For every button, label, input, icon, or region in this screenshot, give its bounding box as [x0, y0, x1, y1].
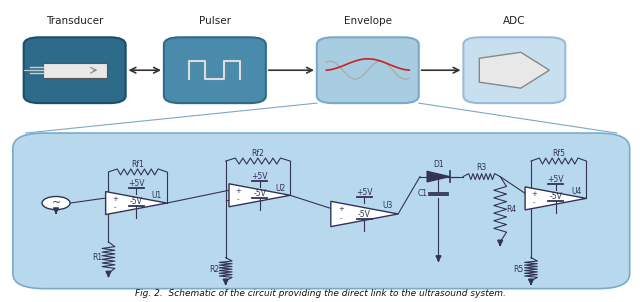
Text: D1: D1	[433, 160, 444, 169]
Text: R2: R2	[209, 265, 220, 275]
Polygon shape	[331, 201, 398, 226]
Text: U4: U4	[571, 187, 581, 196]
Text: +: +	[236, 188, 241, 194]
Text: +5V: +5V	[356, 188, 372, 197]
Text: Rf2: Rf2	[252, 149, 264, 158]
Polygon shape	[479, 52, 549, 88]
Polygon shape	[229, 184, 290, 207]
Polygon shape	[427, 171, 450, 182]
Text: +5V: +5V	[547, 175, 564, 184]
Text: R5: R5	[513, 265, 524, 275]
Text: +: +	[112, 196, 118, 202]
FancyBboxPatch shape	[317, 37, 419, 103]
Text: -: -	[237, 197, 239, 203]
Text: C1: C1	[417, 189, 428, 198]
Text: +: +	[338, 206, 344, 212]
Text: -5V: -5V	[549, 192, 562, 201]
Text: +5V: +5V	[252, 172, 268, 181]
Bar	[43, 63, 106, 78]
Text: -: -	[340, 216, 342, 222]
Text: U2: U2	[275, 184, 285, 193]
Text: Pulser: Pulser	[199, 16, 231, 26]
Text: U1: U1	[152, 191, 162, 201]
Text: Fig. 2.  Schematic of the circuit providing the direct link to the ultrasound sy: Fig. 2. Schematic of the circuit providi…	[134, 289, 506, 297]
Text: Rf5: Rf5	[552, 149, 565, 158]
Text: R1: R1	[92, 253, 102, 262]
FancyBboxPatch shape	[13, 133, 630, 289]
Text: R4: R4	[506, 205, 516, 214]
FancyBboxPatch shape	[463, 37, 565, 103]
Text: -: -	[533, 200, 536, 206]
Text: Transducer: Transducer	[46, 16, 103, 26]
Text: Rf1: Rf1	[131, 160, 144, 169]
Circle shape	[42, 197, 70, 210]
Text: U3: U3	[383, 201, 393, 210]
Text: -5V: -5V	[253, 189, 266, 198]
Polygon shape	[106, 191, 167, 214]
Polygon shape	[525, 187, 586, 210]
Text: +: +	[531, 191, 537, 197]
Text: ~: ~	[51, 198, 61, 208]
Text: ADC: ADC	[503, 16, 525, 26]
Text: Envelope: Envelope	[344, 16, 392, 26]
Text: +5V: +5V	[128, 179, 145, 188]
FancyBboxPatch shape	[164, 37, 266, 103]
Text: R3: R3	[477, 163, 487, 172]
Text: -: -	[113, 204, 116, 210]
Text: -5V: -5V	[130, 197, 143, 206]
Text: -5V: -5V	[358, 210, 371, 219]
FancyBboxPatch shape	[24, 37, 125, 103]
